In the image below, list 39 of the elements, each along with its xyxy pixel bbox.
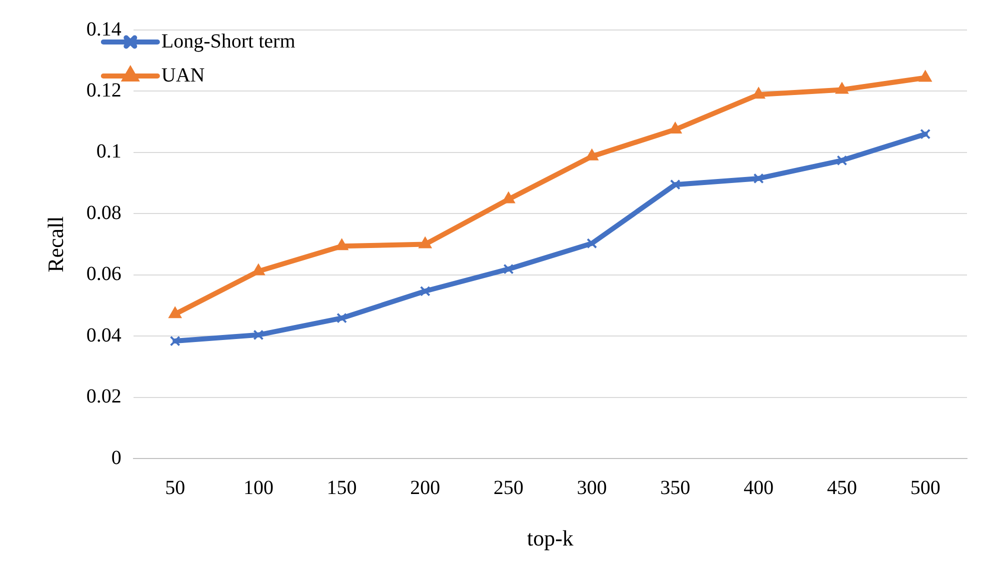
- y-tick-label: 0.1: [96, 140, 122, 163]
- y-tick-label: 0.14: [86, 18, 122, 40]
- legend-label: Long-Short term: [161, 30, 296, 52]
- point: [586, 149, 598, 160]
- x-tick-label: 300: [576, 476, 607, 499]
- point: [919, 70, 932, 82]
- point: [836, 82, 848, 94]
- y-axis-title: Recall: [42, 216, 68, 272]
- y-tick-label: 0.04: [86, 324, 122, 346]
- x-tick-label: 450: [826, 476, 857, 499]
- x-tick-label: 500: [910, 476, 940, 499]
- point: [920, 128, 931, 140]
- point: [502, 192, 515, 204]
- y-tick-label: 0.02: [86, 386, 122, 408]
- point: [420, 286, 430, 296]
- point: [670, 179, 680, 190]
- point: [170, 336, 180, 346]
- x-tick-label: 400: [744, 476, 774, 499]
- point: [336, 312, 348, 324]
- y-tick-label: 0: [111, 446, 122, 469]
- point: [753, 173, 764, 184]
- x-tick-label: 150: [326, 476, 357, 499]
- x-axis-title: top-k: [526, 526, 574, 551]
- x-tick-label: 50: [165, 476, 186, 499]
- x-tick-label: 250: [494, 476, 524, 499]
- point: [336, 239, 348, 250]
- x-tick-label: 100: [243, 476, 274, 499]
- y-tick-label: 0.08: [86, 202, 122, 224]
- point: [586, 238, 598, 249]
- point: [503, 264, 514, 274]
- y-tick-label: 0.12: [86, 79, 122, 102]
- y-tick-label: 0.06: [86, 263, 122, 286]
- point: [168, 307, 182, 318]
- point: [836, 155, 848, 166]
- point: [418, 237, 432, 248]
- x-tick-label: 350: [660, 476, 690, 499]
- point: [253, 330, 264, 340]
- legend-label: UAN: [161, 64, 205, 86]
- x-tick-label: 200: [410, 476, 440, 499]
